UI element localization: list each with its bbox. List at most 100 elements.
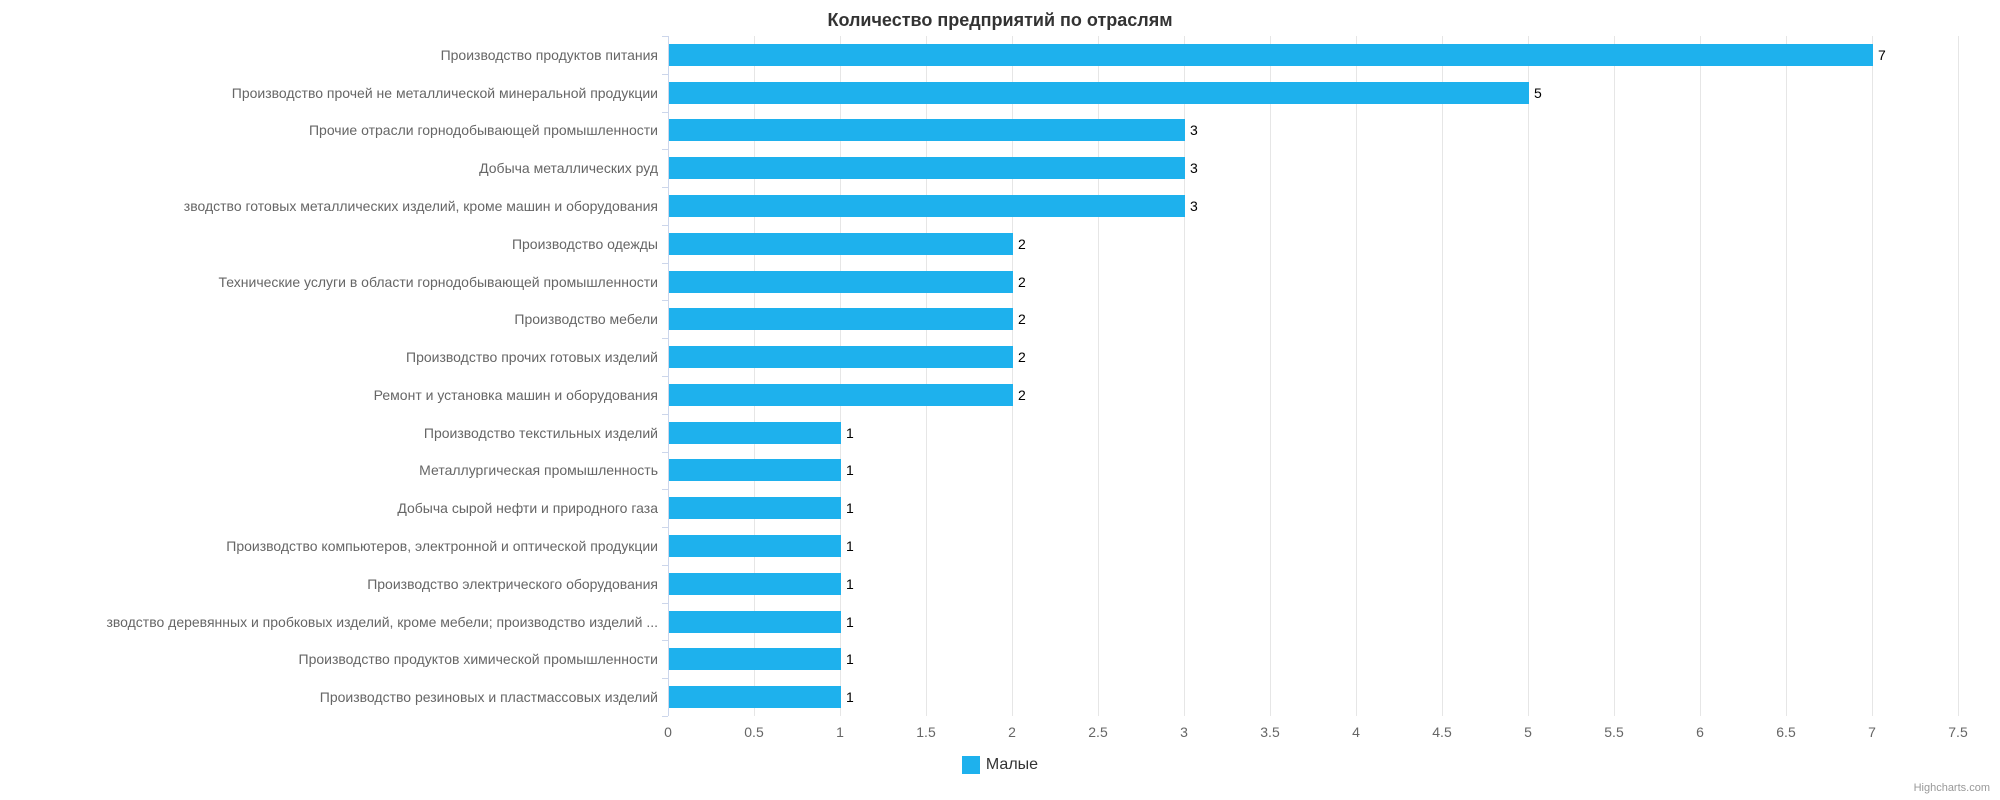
- y-tick-label: Производство резиновых и пластмассовых и…: [320, 689, 658, 705]
- y-tick-label: Прочие отрасли горнодобывающей промышлен…: [309, 122, 658, 138]
- y-tick-label: Производство компьютеров, электронной и …: [226, 538, 658, 554]
- y-tick-mark: [662, 527, 668, 528]
- bar[interactable]: [669, 346, 1013, 368]
- y-tick-label: зводство готовых металлических изделий, …: [184, 198, 658, 214]
- bar-value-label: 2: [1018, 349, 1026, 365]
- credits-link[interactable]: Highcharts.com: [1914, 782, 1990, 794]
- bar-value-label: 5: [1534, 85, 1542, 101]
- x-tick-label: 3.5: [1260, 724, 1279, 740]
- y-tick-mark: [662, 565, 668, 566]
- bar[interactable]: [669, 497, 841, 519]
- y-tick-label: Производство прочей не металлической мин…: [232, 85, 658, 101]
- bar[interactable]: [669, 686, 841, 708]
- bar[interactable]: [669, 157, 1185, 179]
- gridline: [1700, 36, 1701, 716]
- bar[interactable]: [669, 648, 841, 670]
- y-tick-mark: [662, 338, 668, 339]
- bar[interactable]: [669, 195, 1185, 217]
- bar[interactable]: [669, 535, 841, 557]
- x-tick-label: 2: [1008, 724, 1016, 740]
- bar-value-label: 1: [846, 538, 854, 554]
- x-tick-label: 5.5: [1604, 724, 1623, 740]
- bar[interactable]: [669, 422, 841, 444]
- bar-value-label: 3: [1190, 160, 1198, 176]
- x-tick-label: 6: [1696, 724, 1704, 740]
- gridline: [1786, 36, 1787, 716]
- bar[interactable]: [669, 271, 1013, 293]
- bar-value-label: 1: [846, 462, 854, 478]
- y-tick-mark: [662, 74, 668, 75]
- y-tick-mark: [662, 414, 668, 415]
- bar-value-label: 1: [846, 576, 854, 592]
- gridline: [1528, 36, 1529, 716]
- bar[interactable]: [669, 119, 1185, 141]
- y-tick-mark: [662, 300, 668, 301]
- bar[interactable]: [669, 573, 841, 595]
- bar[interactable]: [669, 233, 1013, 255]
- y-tick-mark: [662, 149, 668, 150]
- bar-value-label: 2: [1018, 274, 1026, 290]
- plot-area: 753332222211111111: [668, 36, 1958, 716]
- y-tick-label: Производство продуктов химической промыш…: [299, 651, 658, 667]
- bar[interactable]: [669, 44, 1873, 66]
- bar[interactable]: [669, 459, 841, 481]
- x-tick-label: 1.5: [916, 724, 935, 740]
- gridline: [1270, 36, 1271, 716]
- y-tick-mark: [662, 716, 668, 717]
- y-tick-label: Производство текстильных изделий: [424, 425, 658, 441]
- y-tick-mark: [662, 603, 668, 604]
- x-tick-label: 2.5: [1088, 724, 1107, 740]
- bar-value-label: 3: [1190, 198, 1198, 214]
- y-tick-label: Добыча металлических руд: [479, 160, 658, 176]
- x-tick-label: 4.5: [1432, 724, 1451, 740]
- x-tick-label: 7.5: [1948, 724, 1967, 740]
- y-tick-label: Производство прочих готовых изделий: [406, 349, 658, 365]
- bar[interactable]: [669, 611, 841, 633]
- gridline: [1442, 36, 1443, 716]
- y-tick-label: Производство одежды: [512, 236, 658, 252]
- bar-value-label: 1: [846, 689, 854, 705]
- y-tick-mark: [662, 187, 668, 188]
- x-tick-label: 1: [836, 724, 844, 740]
- gridline: [1958, 36, 1959, 716]
- y-tick-label: Технические услуги в области горнодобыва…: [219, 274, 658, 290]
- bar-value-label: 1: [846, 651, 854, 667]
- bar-value-label: 1: [846, 500, 854, 516]
- y-tick-mark: [662, 678, 668, 679]
- y-tick-label: Металлургическая промышленность: [419, 462, 658, 478]
- y-tick-mark: [662, 640, 668, 641]
- bar-value-label: 2: [1018, 236, 1026, 252]
- gridline: [1356, 36, 1357, 716]
- bar-value-label: 1: [846, 614, 854, 630]
- y-tick-mark: [662, 489, 668, 490]
- y-tick-mark: [662, 36, 668, 37]
- gridline: [1614, 36, 1615, 716]
- chart-title: Количество предприятий по отраслям: [0, 10, 2000, 31]
- y-tick-mark: [662, 112, 668, 113]
- bar[interactable]: [669, 384, 1013, 406]
- y-tick-mark: [662, 263, 668, 264]
- x-tick-label: 0: [664, 724, 672, 740]
- y-tick-label: зводство деревянных и пробковых изделий,…: [106, 614, 658, 630]
- x-tick-label: 5: [1524, 724, 1532, 740]
- x-tick-label: 7: [1868, 724, 1876, 740]
- y-tick-label: Добыча сырой нефти и природного газа: [397, 500, 658, 516]
- bar[interactable]: [669, 308, 1013, 330]
- gridline: [1872, 36, 1873, 716]
- y-tick-mark: [662, 376, 668, 377]
- y-tick-label: Производство электрического оборудования: [367, 576, 658, 592]
- x-tick-label: 3: [1180, 724, 1188, 740]
- x-tick-label: 4: [1352, 724, 1360, 740]
- y-tick-label: Производство мебели: [514, 311, 658, 327]
- x-tick-label: 0.5: [744, 724, 763, 740]
- legend: Малые: [0, 756, 2000, 779]
- x-tick-label: 6.5: [1776, 724, 1795, 740]
- legend-item-small[interactable]: Малые: [962, 756, 1038, 774]
- bar-value-label: 3: [1190, 122, 1198, 138]
- bar[interactable]: [669, 82, 1529, 104]
- bar-value-label: 2: [1018, 387, 1026, 403]
- y-tick-mark: [662, 452, 668, 453]
- y-tick-label: Производство продуктов питания: [441, 47, 658, 63]
- y-tick-mark: [662, 225, 668, 226]
- y-tick-label: Ремонт и установка машин и оборудования: [374, 387, 658, 403]
